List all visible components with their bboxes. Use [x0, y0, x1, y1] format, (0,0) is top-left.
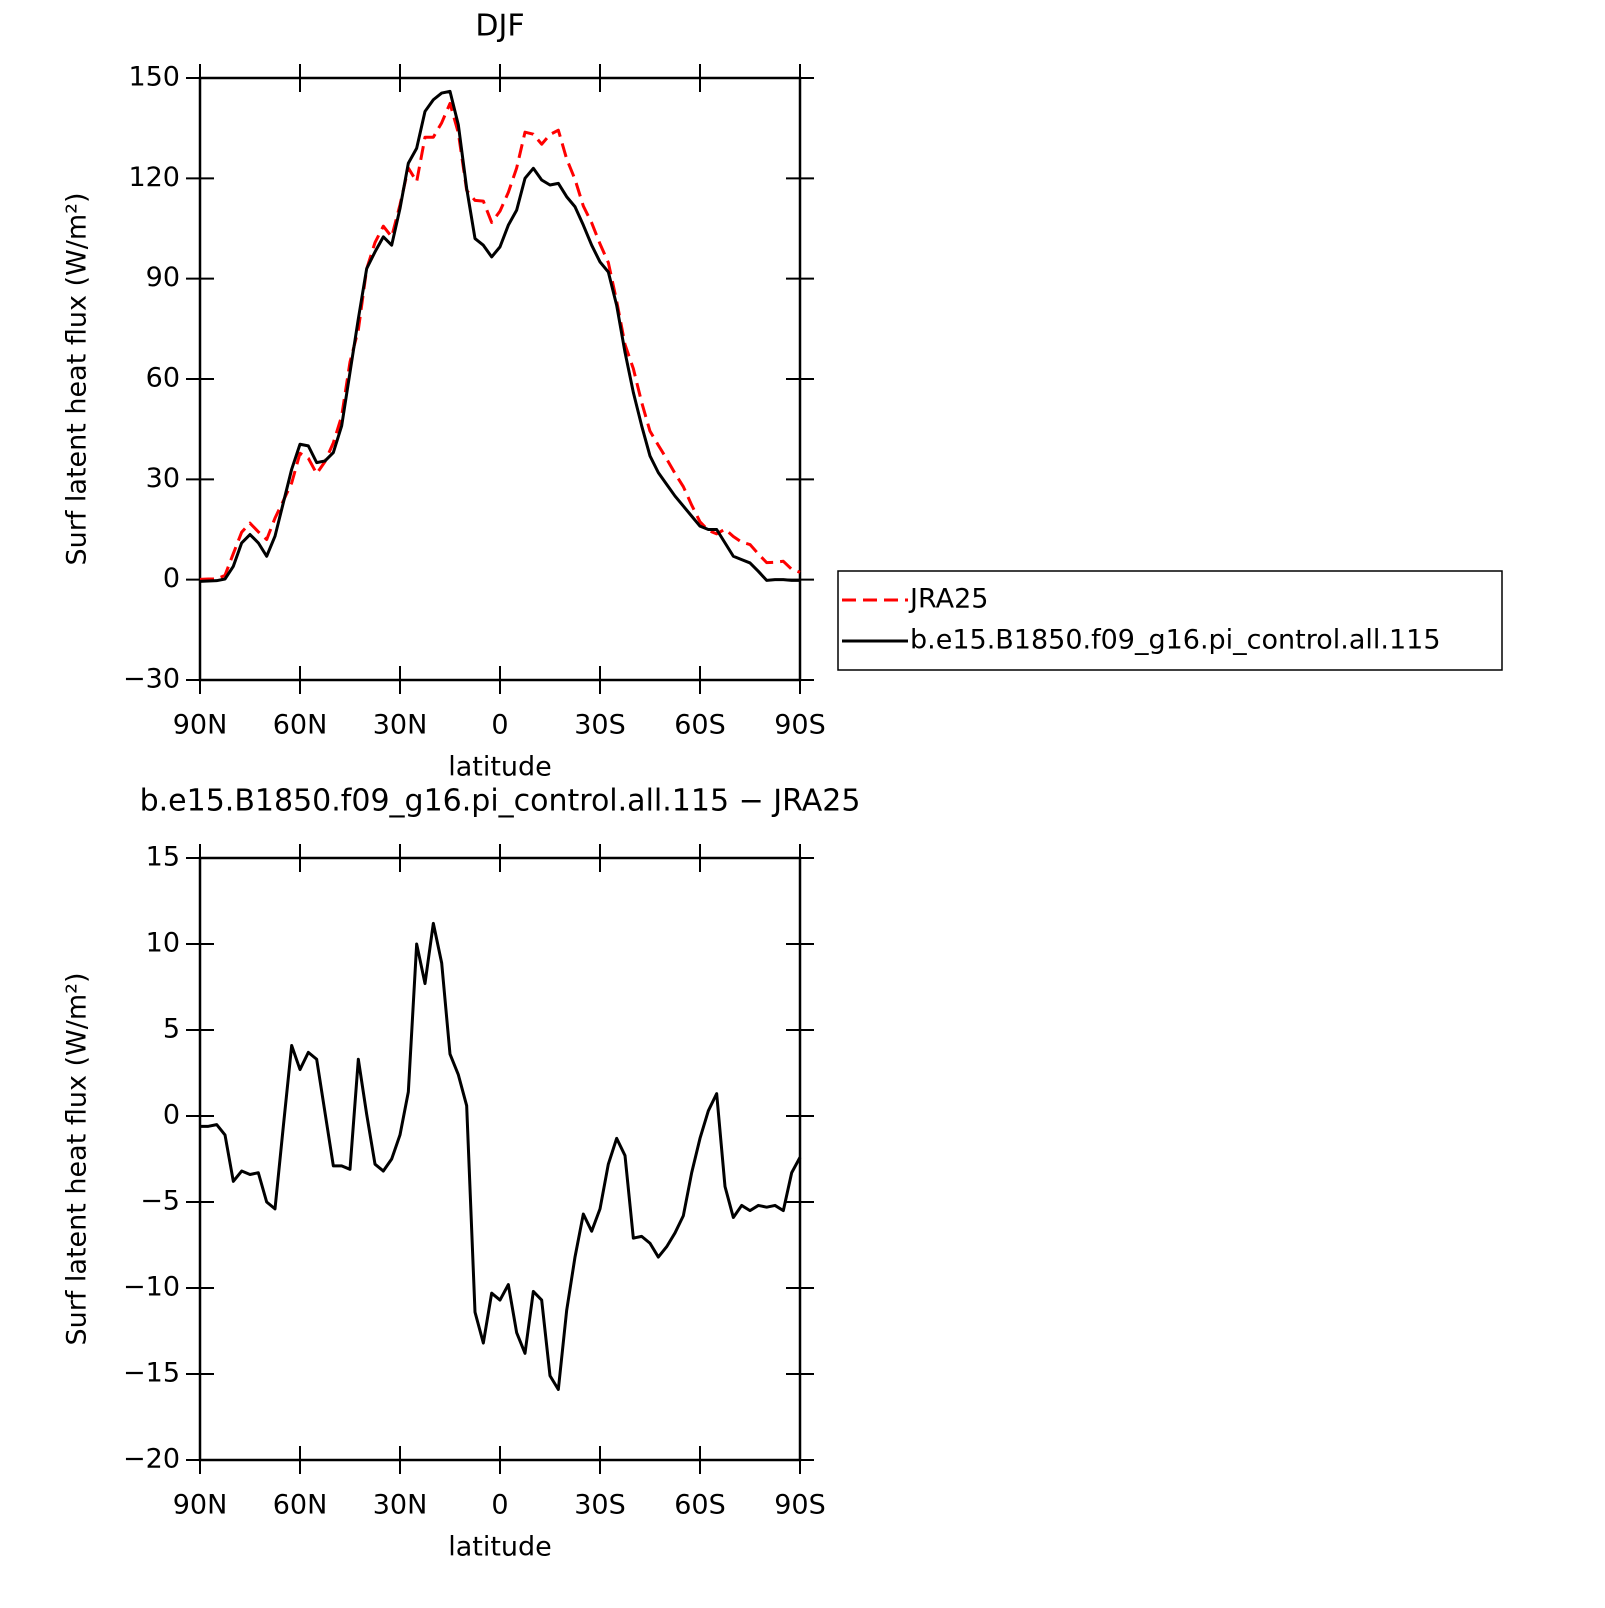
data-line — [199, 89, 800, 583]
x-tick-label: 0 — [491, 710, 508, 741]
legend-label: b.e15.B1850.f09_g16.pi_control.all.115 — [910, 625, 1441, 656]
data-line — [200, 921, 802, 1391]
legend-label: JRA25 — [908, 584, 988, 615]
y-tick-label: −15 — [123, 1358, 180, 1389]
x-axis-label: latitude — [448, 752, 552, 783]
y-tick-label: 30 — [146, 463, 180, 494]
x-tick-label: 30N — [373, 1490, 428, 1521]
x-tick-label: 30N — [373, 710, 428, 741]
x-tick-label: 90S — [774, 1490, 826, 1521]
y-axis-label: Surf latent heat flux (W/m²) — [62, 972, 93, 1345]
y-tick-label: −5 — [140, 1186, 180, 1217]
plot-frame — [198, 76, 802, 682]
y-tick-label: 0 — [163, 1100, 180, 1131]
y-tick-label: 120 — [128, 162, 180, 193]
x-axis-label: latitude — [448, 1532, 552, 1563]
legend-box — [837, 570, 1503, 671]
x-tick-label: 60N — [273, 710, 328, 741]
y-tick-label: −30 — [123, 664, 180, 695]
y-axis-label: Surf latent heat flux (W/m²) — [62, 192, 93, 565]
y-tick-label: 15 — [146, 842, 180, 873]
y-tick-label: 150 — [128, 62, 180, 93]
x-tick-label: 90S — [774, 710, 826, 741]
x-tick-label: 60N — [273, 1490, 328, 1521]
x-tick-label: 30S — [574, 1490, 626, 1521]
x-tick-label: 0 — [491, 1490, 508, 1521]
x-tick-label: 60S — [674, 1490, 726, 1521]
y-tick-label: 5 — [163, 1014, 180, 1045]
y-tick-label: 0 — [163, 563, 180, 594]
y-tick-label: 90 — [146, 262, 180, 293]
data-line — [199, 101, 801, 581]
x-tick-label: 60S — [674, 710, 726, 741]
x-tick-label: 90N — [173, 710, 228, 741]
chart-title: b.e15.B1850.f09_g16.pi_control.all.115 −… — [140, 784, 861, 819]
y-tick-label: −20 — [123, 1444, 180, 1475]
chart-title: DJF — [475, 9, 524, 44]
x-tick-label: 90N — [173, 1490, 228, 1521]
y-tick-label: 10 — [146, 928, 180, 959]
x-tick-label: 30S — [574, 710, 626, 741]
y-tick-label: 60 — [146, 363, 180, 394]
y-tick-label: −10 — [123, 1272, 180, 1303]
plot-frame — [198, 856, 802, 1462]
